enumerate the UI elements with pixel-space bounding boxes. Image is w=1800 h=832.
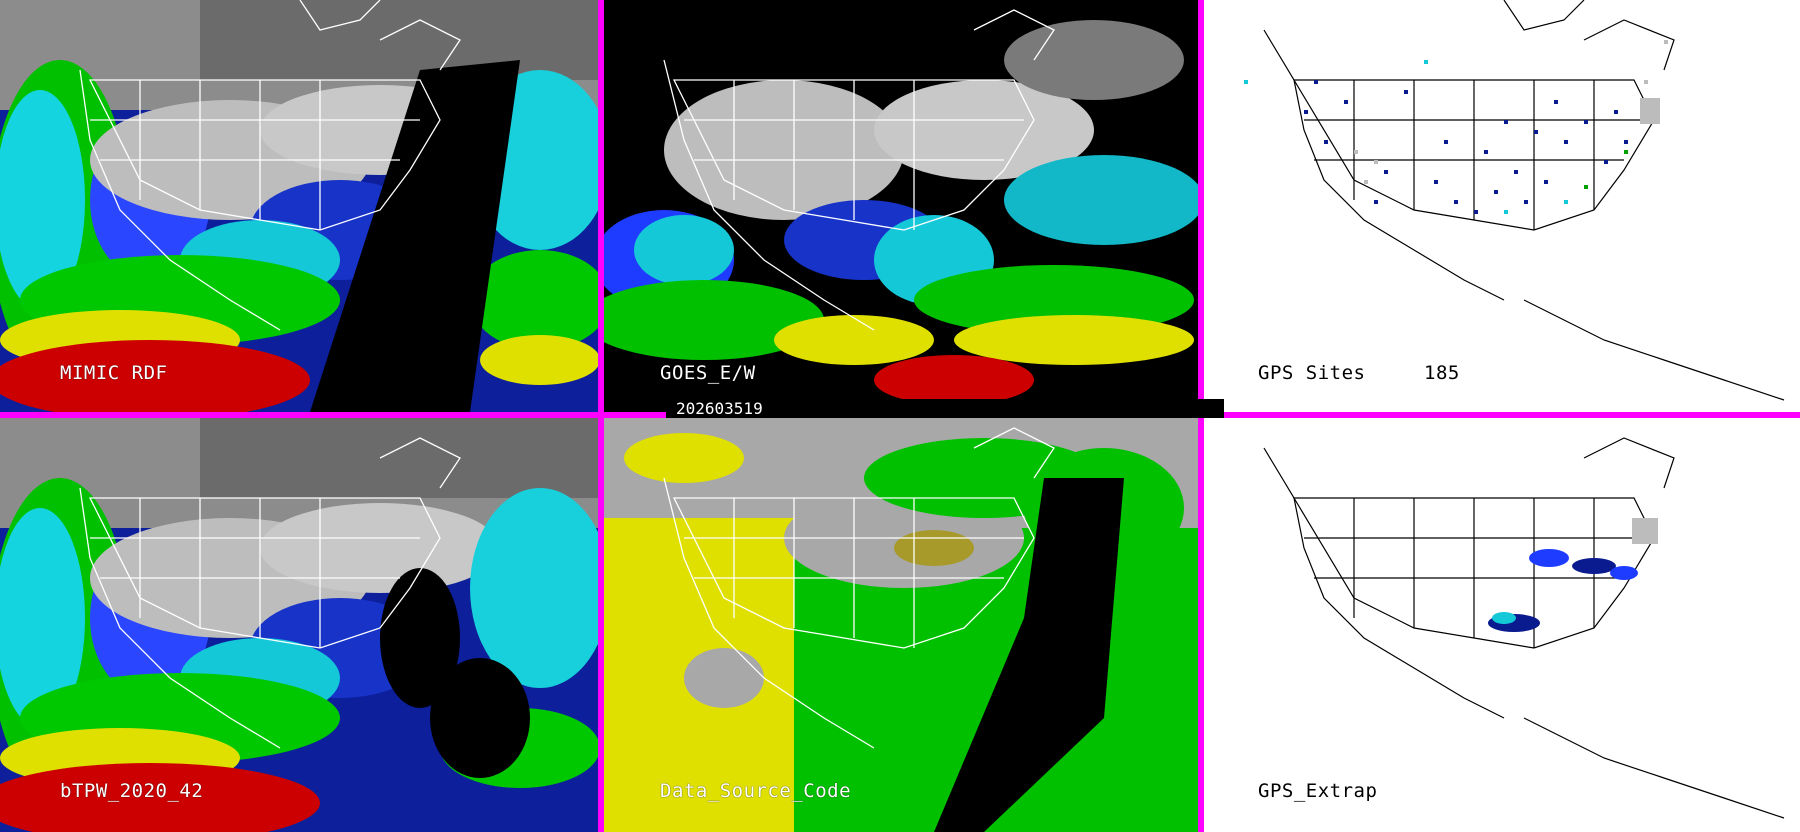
mimic-map-image <box>0 0 598 412</box>
panel-label: MIMIC RDF <box>60 362 168 384</box>
panel-gps-extrap: GPS_Extrap <box>1204 418 1800 832</box>
goes-map-image <box>604 0 1198 412</box>
gps-extrap-map-image <box>1204 418 1800 832</box>
panel-label: GPS_Extrap <box>1258 780 1378 802</box>
gps-site-count: 185 <box>1424 362 1460 384</box>
panel-btpw: bTPW_2020_42 <box>0 418 598 832</box>
gps-sites-map-image <box>1204 0 1800 412</box>
data-source-map-image <box>604 418 1198 832</box>
btpw-map-image <box>0 418 598 832</box>
panel-label: GOES_E/W <box>660 362 756 384</box>
panel-gps-sites: GPS Sites 185 <box>1204 0 1800 412</box>
panel-label: GPS Sites <box>1258 362 1366 384</box>
panel-label: bTPW_2020_42 <box>60 780 204 802</box>
timestamp-bar: 202603519 <box>666 399 1224 418</box>
panel-label: Data_Source_Code <box>660 780 852 802</box>
panel-data-source-code: Data_Source_Code <box>604 418 1198 832</box>
panel-mimic-rdf: MIMIC RDF <box>0 0 598 412</box>
panel-goes-ew: GOES_E/W <box>604 0 1198 412</box>
